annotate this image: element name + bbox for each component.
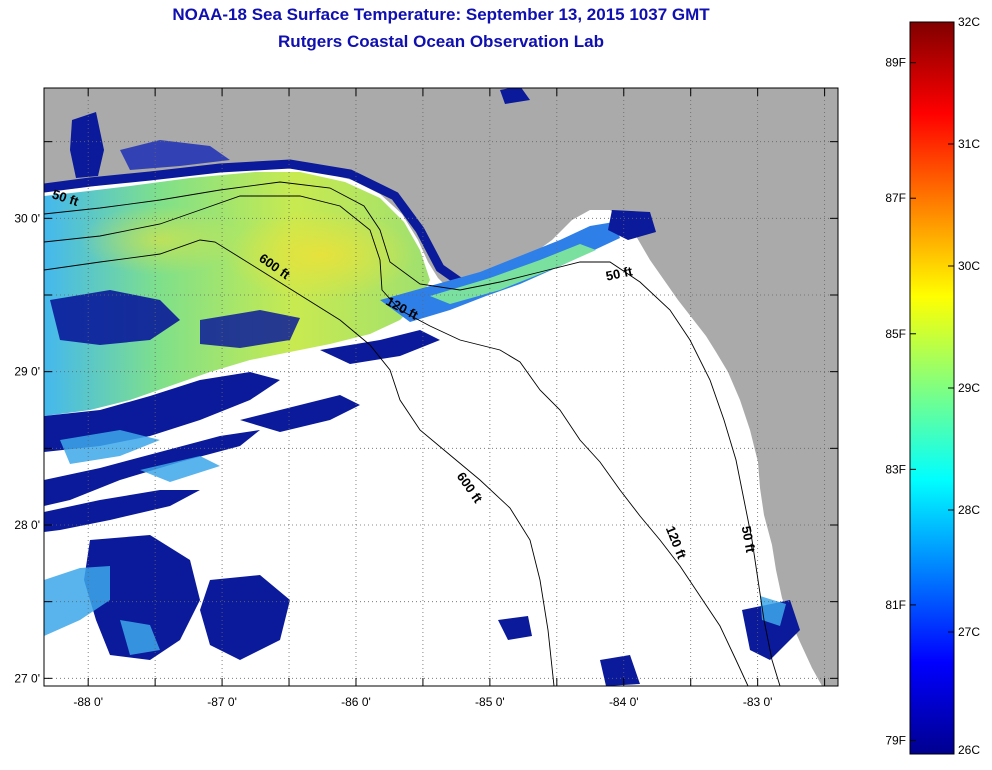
colorbar-label-celsius: 26C <box>958 743 980 757</box>
colorbar-label-celsius: 27C <box>958 625 980 639</box>
contour-600ft <box>44 239 555 686</box>
contour-50ft <box>44 181 781 686</box>
title-line-2: Rutgers Coastal Ocean Observation Lab <box>278 32 604 51</box>
contour-label: 50 ft <box>739 525 759 555</box>
lon-tick-label: -85 0' <box>475 695 505 709</box>
lon-tick-label: -87 0' <box>207 695 237 709</box>
colorbar-label-celsius: 28C <box>958 503 980 517</box>
colorbar-label-celsius: 30C <box>958 259 980 273</box>
isobath-contours <box>44 181 781 686</box>
colorbar-label-fahrenheit: 81F <box>885 598 906 612</box>
colorbar-scale <box>909 21 955 755</box>
map-frame <box>43 87 839 687</box>
lon-tick-label: -88 0' <box>73 695 103 709</box>
land <box>44 88 838 686</box>
colorbar-label-celsius: 31C <box>958 137 980 151</box>
colorbar-label-fahrenheit: 89F <box>885 56 906 70</box>
sst-cold-patches <box>44 88 800 686</box>
colorbar-label-fahrenheit: 85F <box>885 327 906 341</box>
lon-tick-label: -83 0' <box>743 695 773 709</box>
contour-120ft <box>44 195 749 686</box>
lon-tick-label: -86 0' <box>341 695 371 709</box>
lat-tick-label: 28 0' <box>14 518 40 532</box>
map-axes: 30 0' 29 0' 28 0' 27 0' -88 0' -87 0' -86 0' -8… <box>14 88 838 709</box>
colorbar-label-fahrenheit: 87F <box>885 191 906 205</box>
sst-coastal-band <box>44 159 463 286</box>
contour-label: 50 ft <box>604 263 634 283</box>
lat-tick-label: 29 0' <box>14 365 40 379</box>
colorbar-label-fahrenheit: 83F <box>885 462 906 476</box>
colorbar-label-fahrenheit: 79F <box>885 733 906 747</box>
lat-tick-label: 30 0' <box>14 211 40 225</box>
lat-tick-label: 27 0' <box>14 671 40 685</box>
title-line-1: NOAA-18 Sea Surface Temperature: Septemb… <box>172 5 710 24</box>
colorbar: 32C 31C 30C 29C 28C 27C 26C 89F 87F 85F 83F 81F 79F <box>885 15 980 757</box>
colorbar-label-celsius: 29C <box>958 381 980 395</box>
colorbar-label-celsius: 32C <box>958 15 980 29</box>
lon-tick-label: -84 0' <box>609 695 639 709</box>
